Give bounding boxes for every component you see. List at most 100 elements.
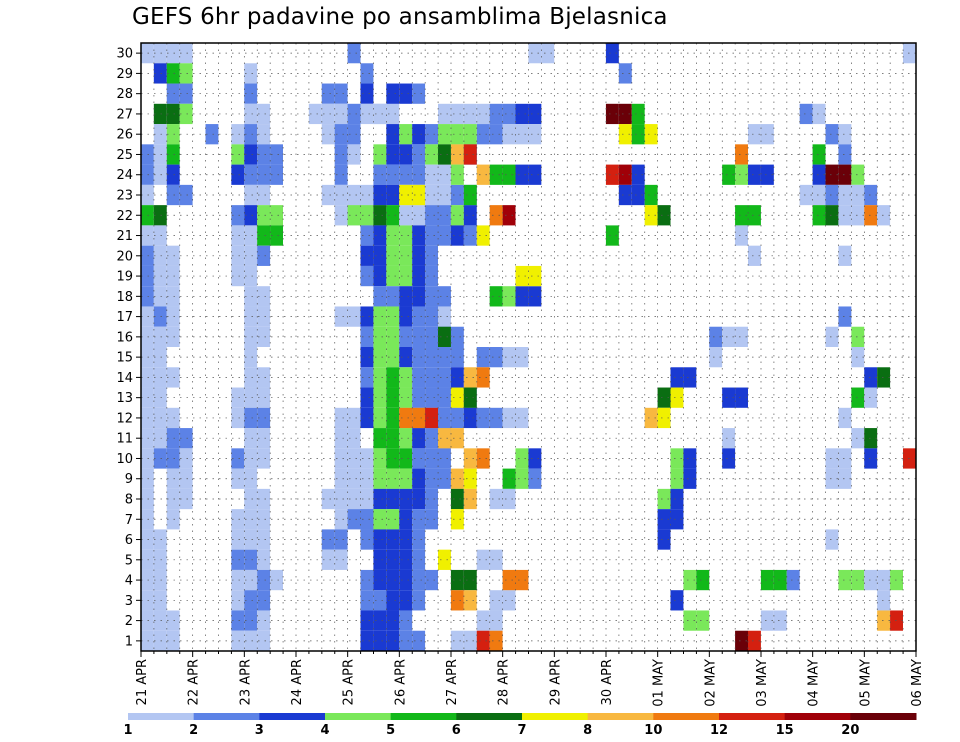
heatmap-cell [334,83,348,104]
heatmap-cell [257,245,271,266]
heatmap-cell [141,205,154,226]
heatmap-cell [450,225,464,246]
heatmap-cell [838,205,852,226]
heatmap-cell [425,428,438,449]
heatmap-cell [141,265,154,287]
heatmap-cell [657,488,671,510]
heatmap-cell [399,509,413,530]
heatmap-cell [386,488,400,510]
heatmap-cell [825,124,839,145]
heatmap-cell [231,569,245,591]
heatmap-cell [412,245,426,266]
heatmap-cell [735,144,748,165]
heatmap-cell [438,468,451,489]
heatmap-cell [838,407,852,429]
heatmap-cell [502,205,516,226]
heatmap-cell [438,428,451,449]
heatmap-cell [179,468,193,489]
heatmap-cell [825,184,839,206]
heatmap-cell [864,569,878,591]
heatmap-cell [864,367,878,388]
heatmap-cell [360,205,374,226]
heatmap-cell [347,448,361,469]
heatmap-cell [450,387,464,408]
heatmap-cell [722,448,736,469]
heatmap-cell [748,205,761,226]
heatmap-cell [386,630,400,651]
heatmap-cell [153,549,167,570]
heatmap-cell [334,306,348,327]
heatmap-cell [463,184,477,206]
heatmap-cell [153,326,167,347]
heatmap-cell [244,245,258,266]
heatmap-cell [360,306,374,327]
heatmap-cell [373,184,387,206]
colorbar-label: 6 [452,723,461,738]
heatmap-cell [153,590,167,611]
chart-title: GEFS 6hr padavine po ansamblima Bjelasni… [132,4,668,30]
heatmap-cell [231,225,245,246]
heatmap-cell [231,387,245,408]
heatmap-cell [334,468,348,489]
heatmap-cell [812,164,826,185]
heatmap-cell [270,569,283,591]
heatmap-cell [244,205,258,226]
heatmap-cell [373,367,387,388]
heatmap-cell [141,164,154,185]
y-tick-label: 6 [125,533,133,548]
y-tick-label: 26 [116,128,133,143]
heatmap-cell [153,205,167,226]
heatmap-cell [799,103,813,125]
heatmap-cell [812,184,826,206]
heatmap-cell [257,144,271,165]
y-tick-label: 5 [125,553,133,568]
colorbar-label: 3 [255,723,264,738]
heatmap-cell [399,124,413,145]
heatmap-cell [166,144,180,165]
heatmap-cell [683,569,697,591]
heatmap-cell [502,468,516,489]
heatmap-cell [373,448,387,469]
heatmap-cell [321,184,335,206]
x-tick-label: 02 MAY [703,659,718,707]
heatmap-cell [412,164,426,185]
heatmap-cell [270,205,283,226]
heatmap-cell [773,610,787,631]
heatmap-cell [153,448,167,469]
heatmap-cell [347,103,361,125]
heatmap-cell [825,326,839,347]
heatmap-cell [399,144,413,165]
heatmap-cell [489,630,503,651]
heatmap-cell [321,103,335,125]
heatmap-cell [244,549,258,570]
heatmap-cell [231,245,245,266]
colorbar-label: 1 [123,723,132,738]
heatmap-cell [141,286,154,307]
heatmap-cell [360,407,374,429]
heatmap-cell [373,468,387,489]
heatmap-cell [438,549,451,570]
heatmap-cell [141,428,154,449]
heatmap-cell [489,488,503,510]
heatmap-cell [722,387,736,408]
heatmap-cell [709,326,723,347]
heatmap-cell [399,407,413,429]
heatmap-cell [515,265,529,287]
heatmap-cell [386,468,400,489]
heatmap-cell [877,610,891,631]
heatmap-cell [476,610,490,631]
heatmap-cell [748,164,761,185]
heatmap-cell [399,326,413,347]
heatmap-cell [334,488,348,510]
heatmap-cell [141,488,154,510]
heatmap-cell [696,610,710,631]
heatmap-cell [179,488,193,510]
heatmap-cell [502,407,516,429]
heatmap-cell [360,630,374,651]
heatmap-cell [386,306,400,327]
y-tick-label: 7 [125,513,133,528]
heatmap-cell [515,468,529,489]
y-tick-label: 17 [116,310,133,325]
heatmap-cell [373,326,387,347]
